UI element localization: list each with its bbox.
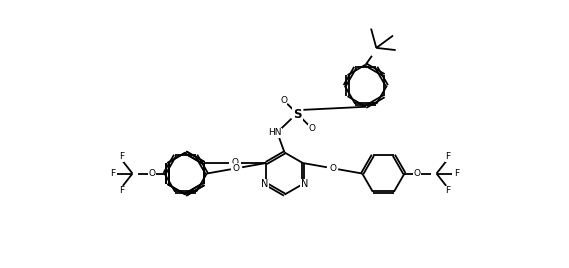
Text: HN: HN [268, 128, 282, 137]
Text: O: O [233, 164, 240, 173]
Text: O: O [308, 124, 315, 133]
Text: N: N [261, 179, 268, 189]
Text: F: F [110, 169, 115, 178]
Text: F: F [445, 186, 450, 195]
Text: F: F [454, 169, 459, 178]
Text: O: O [329, 164, 336, 173]
Text: F: F [445, 152, 450, 161]
Text: F: F [119, 186, 124, 195]
Text: N: N [301, 179, 308, 189]
Text: O: O [232, 158, 238, 168]
Text: O: O [413, 169, 420, 178]
Text: O: O [280, 96, 287, 105]
Text: S: S [294, 108, 302, 121]
Text: F: F [119, 152, 124, 161]
Text: O: O [149, 169, 156, 178]
